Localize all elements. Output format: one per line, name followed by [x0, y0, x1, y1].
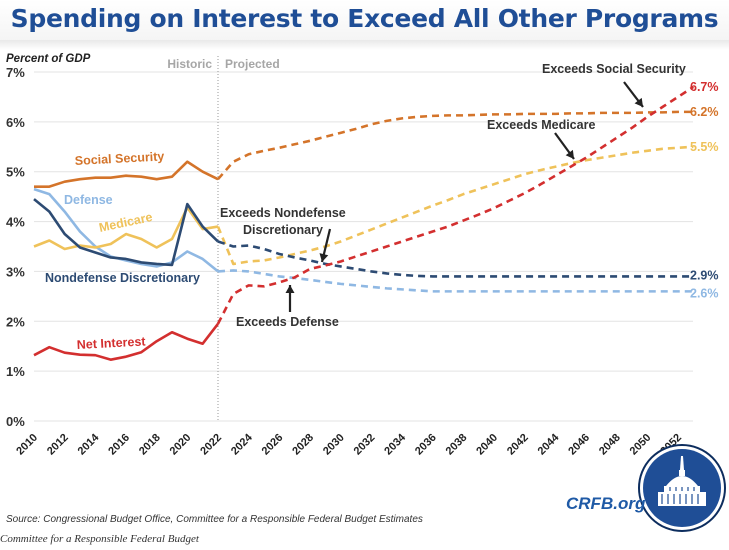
crfb-logo	[638, 444, 726, 532]
y-tick-label: 5%	[6, 165, 25, 180]
x-tick-label: 2044	[536, 431, 562, 457]
x-tick-label: 2026	[260, 432, 286, 458]
nondefense-discretionary-label: Nondefense Discretionary	[45, 271, 200, 285]
annotation-exceeds-defense: Exceeds Defense	[236, 315, 339, 329]
title-band	[0, 0, 729, 46]
nondefense-discretionary-historic-line	[33, 198, 219, 267]
x-tick-label: 2040	[474, 432, 500, 458]
credit-line: Committee for a Responsible Federal Budg…	[0, 533, 199, 545]
exceeds-medicare-arrow-head	[565, 149, 574, 159]
x-tick-label: 2048	[597, 432, 623, 458]
annotations: Exceeds Nondefense Discretionary Exceeds D…	[220, 62, 686, 329]
x-tick-label: 2018	[137, 432, 163, 458]
exceeds-nondefense-arrow-head	[319, 253, 329, 262]
y-tick-label: 6%	[6, 115, 25, 130]
x-tick-label: 2028	[290, 432, 316, 458]
medicare-end-value: 5.5%	[690, 140, 719, 154]
projected-label: Projected	[225, 57, 280, 71]
defense-projected-line	[217, 269, 694, 293]
x-tick-label: 2030	[321, 432, 347, 458]
y-axis-title: Percent of GDP	[6, 53, 91, 65]
y-tick-label: 3%	[6, 264, 25, 279]
annotation-exceeds-medicare: Exceeds Medicare	[487, 118, 595, 132]
crfb-brand-text: CRFB.org	[566, 494, 646, 513]
x-tick-label: 2024	[229, 431, 255, 457]
x-tick-label: 2032	[352, 432, 378, 458]
x-tick-label: 2046	[566, 432, 592, 458]
x-tick-label: 2012	[45, 432, 71, 458]
defense-label: Defense	[64, 193, 113, 207]
social-security-label: Social Security	[74, 149, 164, 168]
source-note: Source: Congressional Budget Office, Com…	[6, 514, 423, 525]
x-tick-label: 2014	[76, 431, 102, 457]
annotation-exceeds-nondefense-line1: Exceeds Nondefense	[220, 206, 346, 220]
historic-label: Historic	[167, 57, 212, 71]
social-security-projected-line	[217, 110, 694, 181]
defense-historic-line	[33, 187, 219, 273]
x-tick-label: 2016	[106, 432, 132, 458]
x-tick-label: 2034	[382, 431, 408, 457]
x-tick-label: 2010	[14, 432, 40, 458]
nondefense-discretionary-end-value: 2.9%	[690, 268, 719, 282]
end-value-labels: 6.2% 2.6% 5.5% 2.9% 6.7%	[690, 80, 719, 300]
series-lines	[33, 85, 695, 361]
x-tick-label: 2038	[444, 432, 470, 458]
x-tick-label: 2036	[413, 432, 439, 458]
x-tick-label: 2020	[168, 432, 194, 458]
y-tick-label: 4%	[6, 215, 25, 230]
annotation-exceeds-social-security: Exceeds Social Security	[542, 62, 686, 76]
y-tick-label: 7%	[6, 65, 25, 80]
x-tick-label: 2050	[628, 432, 654, 458]
social-security-historic-line	[34, 160, 219, 188]
net-interest-historic-line	[33, 322, 220, 361]
net-interest-projected-line	[216, 85, 695, 325]
x-axis-ticks: 2010 2012 2014 2016 2018 2020 2022 2024 2026 2028…	[14, 431, 684, 457]
medicare-label: Medicare	[98, 210, 154, 235]
y-tick-label: 1%	[6, 364, 25, 379]
exceeds-social-security-arrow-head	[634, 97, 643, 107]
x-tick-label: 2022	[198, 432, 224, 458]
y-tick-label: 2%	[6, 314, 25, 329]
y-tick-label: 0%	[6, 414, 25, 429]
exceeds-defense-arrow-head	[285, 285, 295, 293]
annotation-exceeds-nondefense-line2: Discretionary	[243, 223, 323, 237]
nondefense-discretionary-projected-line	[217, 240, 694, 278]
net-interest-label: Net Interest	[76, 334, 146, 352]
medicare-projected-line	[216, 145, 694, 266]
social-security-end-value: 6.2%	[690, 105, 719, 119]
x-tick-label: 2042	[505, 432, 531, 458]
defense-end-value: 2.6%	[690, 286, 719, 300]
chart-title: Spending on Interest to Exceed All Other…	[10, 4, 719, 33]
title-divider	[0, 40, 729, 50]
y-axis-ticks: 0% 1% 2% 3% 4% 5% 6% 7%	[6, 65, 25, 429]
net-interest-end-value: 6.7%	[690, 80, 719, 94]
